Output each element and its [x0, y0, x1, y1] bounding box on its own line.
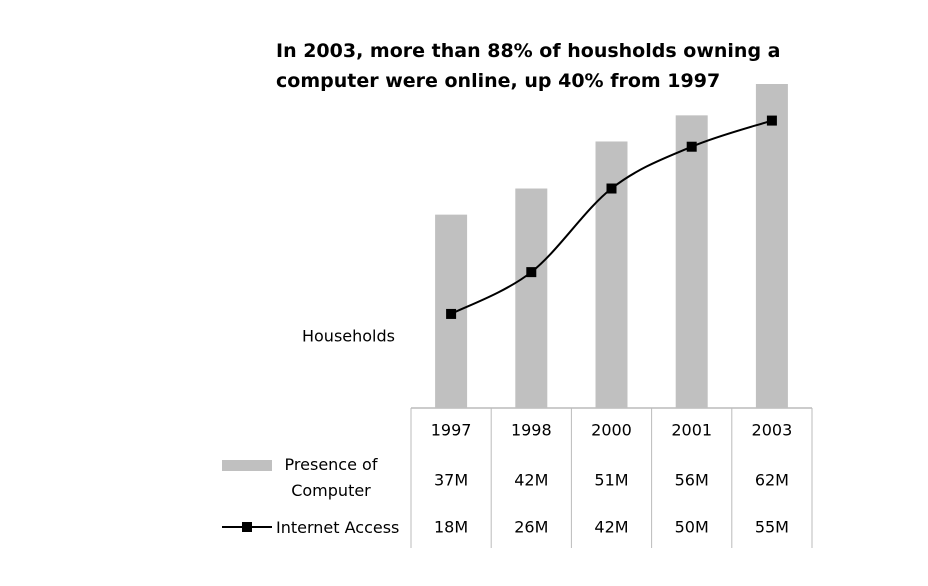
legend-label: Presence of Computer [284, 455, 378, 500]
x-tick-label: 2000 [591, 421, 632, 440]
marker [606, 183, 617, 194]
table-value: 56M [675, 471, 709, 490]
legend-marker [242, 522, 252, 532]
table-value: 51M [594, 471, 628, 490]
bar [515, 188, 548, 408]
table-value: 18M [434, 518, 468, 537]
table-value: 37M [434, 471, 468, 490]
bar [755, 84, 788, 408]
x-tick-label: 1997 [431, 421, 472, 440]
marker [446, 308, 457, 319]
marker [686, 141, 697, 152]
table-value: 42M [514, 471, 548, 490]
table-value: 26M [514, 518, 548, 537]
legend-swatch [222, 460, 272, 471]
table-value: 62M [755, 471, 789, 490]
marker [526, 267, 537, 278]
x-tick-label: 2001 [671, 421, 712, 440]
y-axis-label: Households [302, 327, 395, 346]
legend-label: Internet Access [276, 518, 400, 537]
marker [766, 115, 777, 126]
x-tick-label: 2003 [752, 421, 793, 440]
bar [675, 115, 708, 409]
table-value: 50M [675, 518, 709, 537]
chart-title: In 2003, more than 88% of housholds owni… [276, 40, 781, 92]
table-value: 55M [755, 518, 789, 537]
table-value: 42M [594, 518, 628, 537]
x-tick-label: 1998 [511, 421, 552, 440]
